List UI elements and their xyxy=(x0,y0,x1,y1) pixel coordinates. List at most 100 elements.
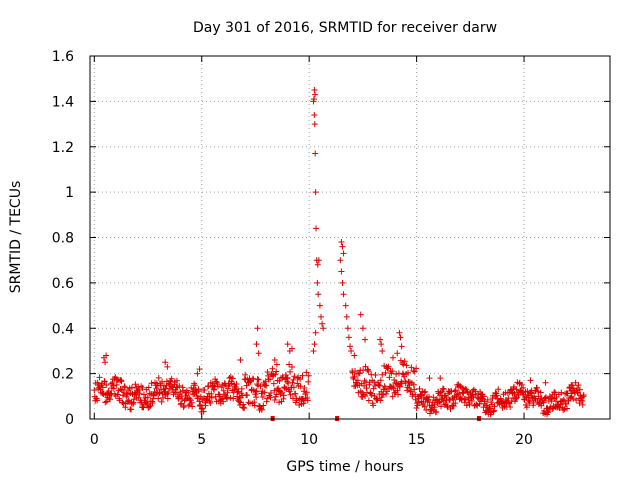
data-point xyxy=(452,400,459,407)
data-point xyxy=(391,377,398,384)
data-point xyxy=(437,389,444,396)
data-point xyxy=(199,405,206,412)
data-point xyxy=(454,391,461,398)
data-point xyxy=(297,383,304,390)
data-point xyxy=(287,391,294,398)
data-point xyxy=(311,341,318,348)
axis-ticks xyxy=(90,55,610,420)
data-point xyxy=(543,394,550,401)
data-point xyxy=(208,394,215,401)
data-point xyxy=(254,376,261,383)
data-point xyxy=(394,350,401,357)
data-point xyxy=(148,380,155,387)
chart-title: Day 301 of 2016, SRMTID for receiver dar… xyxy=(193,20,497,36)
data-points xyxy=(91,87,587,418)
data-point xyxy=(368,392,375,399)
data-point xyxy=(275,387,282,394)
data-point xyxy=(365,397,372,404)
data-point xyxy=(405,369,412,376)
data-point xyxy=(255,350,262,357)
data-point xyxy=(580,392,587,399)
data-point xyxy=(440,386,447,393)
data-point xyxy=(164,395,171,402)
data-point xyxy=(165,389,172,396)
data-point xyxy=(158,398,165,405)
data-point xyxy=(227,394,234,401)
data-point xyxy=(430,394,437,401)
data-point xyxy=(362,392,369,399)
data-point xyxy=(277,391,284,398)
data-point xyxy=(196,366,203,373)
data-point xyxy=(253,388,260,395)
data-point xyxy=(400,361,407,368)
data-point xyxy=(91,387,98,394)
data-point xyxy=(558,389,565,396)
data-point xyxy=(426,375,433,382)
data-point xyxy=(570,395,577,402)
data-point xyxy=(237,357,244,364)
data-point xyxy=(402,380,409,387)
data-point xyxy=(176,382,183,389)
data-point xyxy=(257,405,264,412)
data-point xyxy=(452,387,459,394)
data-point xyxy=(576,386,583,393)
x-tick-label: 10 xyxy=(300,432,318,448)
data-point xyxy=(338,268,345,275)
y-tick-labels: 0 0.2 0.4 0.6 0.8 1 1.2 1.4 1.6 xyxy=(52,49,74,428)
data-point xyxy=(253,394,260,401)
y-tick-label: 0.8 xyxy=(52,231,74,247)
data-point xyxy=(383,390,390,397)
data-point xyxy=(549,405,556,412)
data-point xyxy=(344,325,351,332)
data-point xyxy=(552,389,559,396)
data-point xyxy=(315,257,322,264)
data-point xyxy=(96,374,103,381)
data-point xyxy=(263,382,270,389)
data-point xyxy=(411,368,418,375)
data-point xyxy=(224,385,231,392)
data-point xyxy=(396,329,403,336)
data-point xyxy=(146,403,153,410)
data-point xyxy=(314,279,321,286)
data-point xyxy=(297,376,304,383)
data-point xyxy=(291,373,298,380)
data-point xyxy=(107,396,114,403)
data-point xyxy=(267,376,274,383)
data-point xyxy=(311,111,318,118)
data-point xyxy=(317,313,324,320)
data-point xyxy=(299,372,306,379)
data-point xyxy=(310,347,317,354)
data-point xyxy=(271,397,278,404)
data-point xyxy=(377,336,384,343)
data-point xyxy=(403,362,410,369)
data-point xyxy=(124,391,131,398)
data-point xyxy=(527,377,534,384)
data-point xyxy=(433,408,440,415)
data-point xyxy=(513,386,520,393)
data-point xyxy=(238,385,245,392)
data-point xyxy=(568,381,575,388)
data-point xyxy=(271,357,278,364)
data-point xyxy=(178,400,185,407)
data-point xyxy=(113,381,120,388)
data-point xyxy=(377,377,384,384)
data-point xyxy=(314,261,321,268)
data-point xyxy=(303,369,310,376)
data-point xyxy=(537,389,544,396)
y-tick-label: 1.6 xyxy=(52,49,74,65)
data-point xyxy=(243,382,250,389)
data-point xyxy=(287,368,294,375)
data-point xyxy=(230,395,237,402)
data-point xyxy=(312,189,319,196)
data-point xyxy=(258,406,265,413)
data-point xyxy=(284,341,291,348)
data-point xyxy=(389,354,396,361)
data-point xyxy=(426,393,433,400)
data-point xyxy=(542,379,549,386)
x-tick-label: 20 xyxy=(515,432,533,448)
y-tick-label: 1 xyxy=(65,185,74,201)
data-point xyxy=(284,374,291,381)
data-point xyxy=(234,389,241,396)
data-point xyxy=(340,291,347,298)
data-point xyxy=(155,395,162,402)
